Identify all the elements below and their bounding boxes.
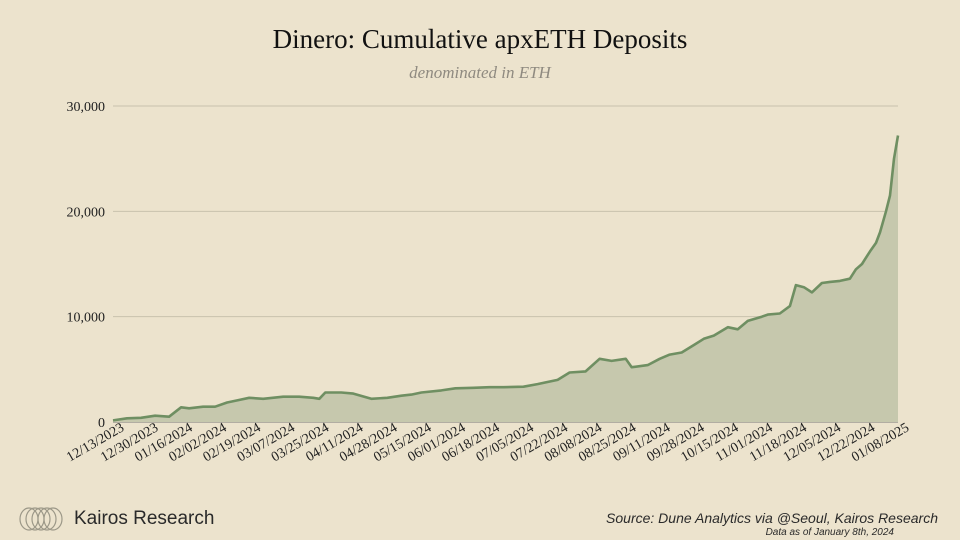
- chart-title: Dinero: Cumulative apxETH Deposits: [272, 24, 688, 54]
- y-axis-labels: 0 10,000 20,000 30,000: [67, 100, 106, 431]
- source-note: Source: Dune Analytics via @Seoul, Kairo…: [606, 510, 938, 526]
- chart-area: 0 10,000 20,000 30,000 12/13/202312/30/2023…: [64, 100, 912, 465]
- y-tick-label: 30,000: [67, 100, 106, 115]
- y-tick-label: 20,000: [67, 205, 106, 220]
- kairos-rings-icon: [19, 507, 63, 531]
- x-axis-labels: 12/13/202312/30/202301/16/202402/02/2024…: [64, 420, 912, 465]
- kairos-logo: Kairos Research: [18, 506, 214, 532]
- brand-name: Kairos Research: [74, 508, 215, 529]
- y-tick-label: 10,000: [67, 311, 106, 326]
- as-of-note: Data as of January 8th, 2024: [765, 527, 894, 538]
- chart-subtitle: denominated in ETH: [409, 63, 551, 82]
- series-area: [113, 135, 898, 422]
- y-tick-label: 0: [98, 416, 105, 431]
- series-line: [112, 135, 900, 422]
- series-layer: [112, 135, 900, 422]
